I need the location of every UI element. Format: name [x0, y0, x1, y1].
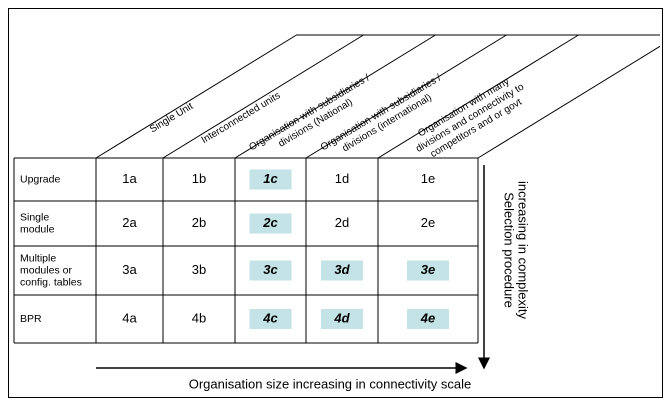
- cell: 3d: [334, 262, 350, 277]
- highlight: [249, 213, 292, 234]
- header-divider: [234, 34, 436, 159]
- highlight: [407, 260, 449, 281]
- column-header-text: Single Unit: [148, 101, 195, 135]
- header-divider: [305, 34, 507, 159]
- highlight: [249, 260, 292, 281]
- cell: 4c: [262, 310, 278, 325]
- cell: 1e: [421, 171, 435, 186]
- vertical-axis-label: Selection procedure increasing in complex…: [502, 181, 531, 320]
- header-divider: [95, 34, 297, 159]
- cell: 4d: [333, 310, 350, 325]
- cell: 2d: [335, 215, 349, 230]
- cell: 2a: [122, 215, 137, 230]
- cell: 3c: [263, 262, 278, 277]
- highlight: [407, 309, 449, 329]
- cell: 2b: [192, 215, 206, 230]
- highlight: [321, 309, 363, 329]
- column-header-text: divisions and connectivity to: [414, 81, 526, 154]
- header-divider: [377, 34, 579, 159]
- row-label: BPR: [20, 313, 42, 325]
- highlight: [249, 169, 292, 190]
- cell: 3b: [192, 262, 206, 277]
- row-label: modules or: [20, 264, 72, 276]
- row-label: config. tables: [20, 276, 82, 288]
- highlight: [321, 260, 363, 281]
- cell: 3e: [421, 262, 435, 277]
- cell: 2e: [421, 215, 435, 230]
- header-divider: [162, 34, 364, 159]
- cell: 2c: [262, 215, 278, 230]
- row-label: Multiple: [20, 252, 56, 264]
- column-header: Organisation with subsidiaries /division…: [247, 73, 371, 154]
- cell: 1a: [122, 171, 137, 186]
- cell: 1c: [263, 171, 278, 186]
- cell: 4a: [122, 310, 137, 325]
- cell: 4b: [192, 310, 206, 325]
- cell: 1d: [335, 171, 349, 186]
- frame: [8, 8, 663, 398]
- header-divider: [477, 45, 661, 159]
- vertical-axis-label-text: increasing in complexity: [516, 181, 531, 320]
- highlight: [249, 309, 292, 329]
- vertical-axis-label-text: Selection procedure: [502, 192, 517, 308]
- row-label: Upgrade: [20, 173, 60, 185]
- horizontal-axis-label: Organisation size increasing in connecti…: [189, 376, 472, 391]
- cell: 4e: [420, 310, 435, 325]
- cell: 3a: [122, 262, 137, 277]
- cell: 1b: [192, 171, 206, 186]
- row-label: Single: [20, 211, 49, 223]
- column-header: Single Unit: [148, 101, 195, 135]
- row-label: module: [20, 223, 55, 235]
